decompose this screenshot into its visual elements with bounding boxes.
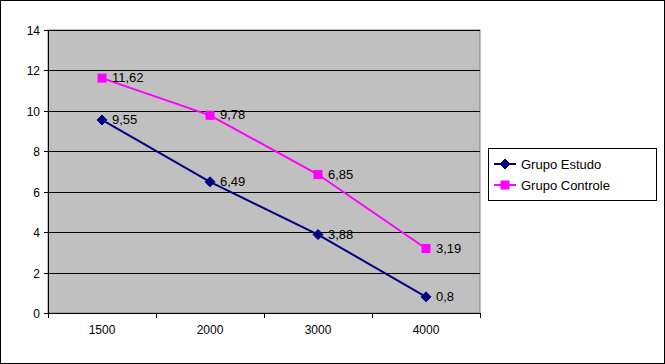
legend-marker [500, 159, 510, 169]
y-tick [44, 313, 48, 314]
y-tick [44, 232, 48, 233]
grid-line [48, 232, 480, 233]
grid-line [48, 192, 480, 193]
grid-line [48, 30, 480, 31]
grid-line [48, 273, 480, 274]
y-tick-label: 0 [33, 307, 40, 321]
plot-area [48, 30, 480, 313]
x-tick [480, 313, 481, 318]
y-tick-label: 14 [27, 24, 41, 38]
y-tick-label: 10 [27, 105, 41, 119]
point-marker [206, 111, 214, 119]
x-tick-label: 3000 [305, 323, 332, 337]
data-label: 3,19 [436, 241, 461, 256]
y-tick [44, 30, 48, 31]
legend-marker [501, 181, 509, 189]
data-label: 3,88 [328, 227, 353, 242]
x-tick-label: 1500 [89, 323, 116, 337]
series-line [102, 120, 426, 297]
point-marker [205, 177, 215, 187]
point-marker [421, 292, 431, 302]
y-tick [44, 151, 48, 152]
data-label: 0,8 [436, 289, 454, 304]
legend-box [489, 149, 657, 201]
legend-label: Grupo Controle [521, 178, 610, 193]
series-group [97, 74, 431, 302]
legend-label: Grupo Estudo [521, 157, 601, 172]
data-labels: 9,55 6,49 3,88 0,8 11,62 9,78 6,85 3,19 [112, 70, 461, 304]
grid-line [48, 151, 480, 152]
legend: Grupo Estudo Grupo Controle [489, 149, 657, 201]
series-line [102, 78, 426, 248]
data-label: 11,62 [112, 70, 144, 85]
point-marker [98, 74, 106, 82]
x-tick [48, 313, 49, 318]
y-axis [48, 30, 49, 313]
y-tick-label: 8 [33, 145, 40, 159]
chart-container: 0 2 4 6 8 10 12 14 1500 2000 3000 4000 9,55 6,49 3,88 0… [0, 0, 665, 364]
x-tick [156, 313, 157, 318]
data-label: 9,55 [112, 112, 137, 127]
y-tick-label: 4 [33, 226, 40, 240]
y-tick-label: 12 [27, 64, 41, 78]
data-label: 6,85 [328, 167, 353, 182]
y-tick [44, 70, 48, 71]
chart-border [1, 1, 665, 364]
x-tick [264, 313, 265, 318]
y-tick [44, 192, 48, 193]
point-marker [422, 245, 430, 253]
x-tick [372, 313, 373, 318]
y-tick [44, 273, 48, 274]
chart-svg: 0 2 4 6 8 10 12 14 1500 2000 3000 4000 9,55 6,49 3,88 0… [0, 0, 665, 364]
point-marker [314, 171, 322, 179]
data-label: 9,78 [220, 107, 245, 122]
x-tick-label: 4000 [413, 323, 440, 337]
x-tick-label: 2000 [197, 323, 224, 337]
point-marker [97, 115, 107, 125]
y-tick-label: 6 [33, 186, 40, 200]
point-marker [313, 230, 323, 240]
y-tick [44, 111, 48, 112]
data-label: 6,49 [220, 174, 245, 189]
y-tick-label: 2 [33, 267, 40, 281]
